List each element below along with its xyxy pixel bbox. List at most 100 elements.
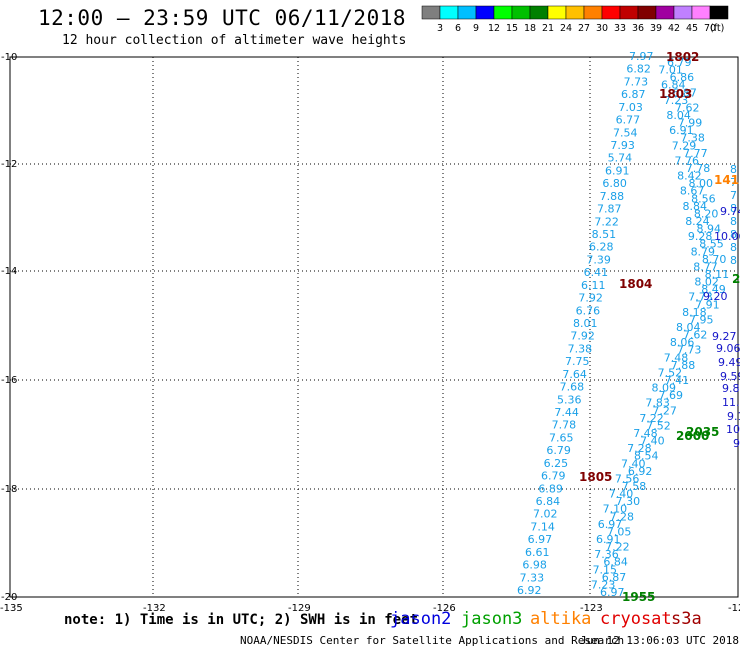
time-label: 141	[714, 173, 739, 187]
footer-note: note: 1) Time is in UTC; 2) SWH is in fe…	[64, 612, 419, 628]
swh-value: 7.52	[646, 419, 671, 432]
swh-value: 7.75	[565, 355, 590, 368]
swh-value: 6.91	[605, 164, 630, 177]
swh-value: 8.70	[702, 253, 727, 266]
swh-value: 8.49	[701, 283, 726, 296]
lat-label: -10	[1, 52, 17, 63]
satellite-s3a: s3a	[671, 609, 702, 629]
swh-value: 6.97	[600, 586, 625, 599]
swh-value: 8.02	[694, 276, 719, 289]
swh-value: 7.33	[520, 571, 545, 584]
swh-value: 7.95	[689, 313, 714, 326]
swh-value: 7.88	[600, 190, 625, 203]
swh-value: 8.00	[688, 177, 713, 190]
swh-value: 7.22	[605, 541, 630, 554]
swh-value: 6.84	[603, 556, 628, 569]
swh-value: 6.84	[536, 495, 561, 508]
swh-value: 7.69	[658, 389, 683, 402]
lon-label: -135	[0, 603, 23, 614]
swh-value: 8.04	[666, 109, 691, 122]
swh-value: 7.93	[610, 139, 635, 152]
swh-value: 7.40	[609, 488, 634, 501]
swh-value: 8	[730, 163, 737, 176]
swh-value: 7.01	[658, 64, 683, 77]
swh-value-jason2: 9.74	[720, 205, 740, 218]
swh-value-jason2: 9.20	[703, 290, 728, 303]
swh-value: 6.92	[517, 584, 542, 597]
swh-value: 6.82	[626, 63, 651, 76]
satellite-altika: altika	[530, 609, 592, 629]
swh-value: 7.39	[586, 253, 611, 266]
swh-value-jason2: 10	[726, 423, 740, 436]
lon-label: -12	[728, 603, 740, 614]
swh-value: 6.97	[598, 518, 623, 531]
swh-value: 7.40	[640, 435, 665, 448]
scale-label: 42	[668, 23, 680, 34]
lon-label: -126	[433, 603, 456, 614]
scale-label: 12	[488, 23, 500, 34]
generated-timestamp: Jun 12 13:06:03 UTC 2018	[580, 634, 739, 647]
swh-value: 7.28	[627, 442, 652, 455]
time-label: 2	[732, 272, 740, 286]
swh-value: 7.92	[578, 292, 603, 305]
swh-value: 7.10	[603, 503, 628, 516]
swh-value: 7.54	[613, 126, 638, 139]
swh-value: 8	[730, 254, 737, 267]
swh-value: 7.28	[610, 510, 635, 523]
swh-value: 8.56	[691, 192, 716, 205]
swh-value: 7.87	[597, 203, 622, 216]
scale-unit: (ft)	[710, 23, 724, 34]
swh-value: 6.61	[525, 546, 550, 559]
swh-value: 6.28	[589, 241, 614, 254]
swh-value: 7.52	[658, 366, 683, 379]
swh-value: 7.44	[554, 406, 579, 419]
swh-value: 8.18	[682, 306, 707, 319]
scale-label: 15	[506, 23, 518, 34]
swh-value: 6.76	[576, 304, 601, 317]
scale-label: 6	[455, 23, 461, 34]
swh-value: 7.78	[552, 419, 577, 432]
swh-value-jason2: 9.8	[722, 382, 740, 395]
swh-value: 7.73	[677, 344, 702, 357]
swh-value: 6.91	[669, 124, 694, 137]
swh-value: 7.03	[618, 101, 643, 114]
swh-value: 7.38	[680, 132, 705, 145]
swh-value: 7.23	[664, 94, 689, 107]
lat-label: -20	[1, 592, 17, 603]
swh-value: 8.04	[676, 321, 701, 334]
lat-label: -12	[1, 159, 17, 170]
swh-value: 7.56	[615, 472, 640, 485]
swh-value: 8.84	[683, 200, 708, 213]
swh-value: 7.15	[593, 563, 618, 576]
swh-value: 7.29	[672, 139, 697, 152]
swh-value-jason2: 11.0	[722, 396, 740, 409]
swh-value: 6.92	[628, 465, 653, 478]
satellite-jason2: jason2	[390, 609, 452, 629]
lat-label: -14	[1, 266, 17, 277]
swh-value: 7.76	[674, 154, 699, 167]
swh-value: 8.79	[691, 245, 716, 258]
swh-value: 6.25	[544, 457, 569, 470]
scale-label: 21	[542, 23, 554, 34]
swh-value: 8	[730, 241, 737, 254]
swh-value-jason2: 9.06	[716, 342, 740, 355]
swh-value: 7.14	[530, 520, 555, 533]
swh-value: 7.22	[639, 412, 664, 425]
swh-value: 7.68	[560, 381, 585, 394]
scale-label: 24	[560, 23, 572, 34]
map-frame	[9, 56, 739, 598]
swh-value: 7.62	[683, 329, 708, 342]
swh-value: 7.48	[633, 427, 658, 440]
time-label: 1802	[666, 50, 699, 64]
swh-value-jason2: 9.49	[718, 356, 740, 369]
swh-value: 7	[730, 176, 737, 189]
swh-value: 6.84	[661, 79, 686, 92]
lat-label: -16	[1, 375, 17, 386]
scale-label: 33	[614, 23, 626, 34]
page-title: 12:00 – 23:59 UTC 06/11/2018	[38, 6, 407, 30]
swh-value: 6.98	[522, 559, 547, 572]
swh-value: 6.86	[670, 71, 695, 84]
scale-label: 45	[686, 23, 698, 34]
swh-value-jason2: 9.27	[712, 330, 737, 343]
swh-value: 8.42	[677, 170, 702, 183]
